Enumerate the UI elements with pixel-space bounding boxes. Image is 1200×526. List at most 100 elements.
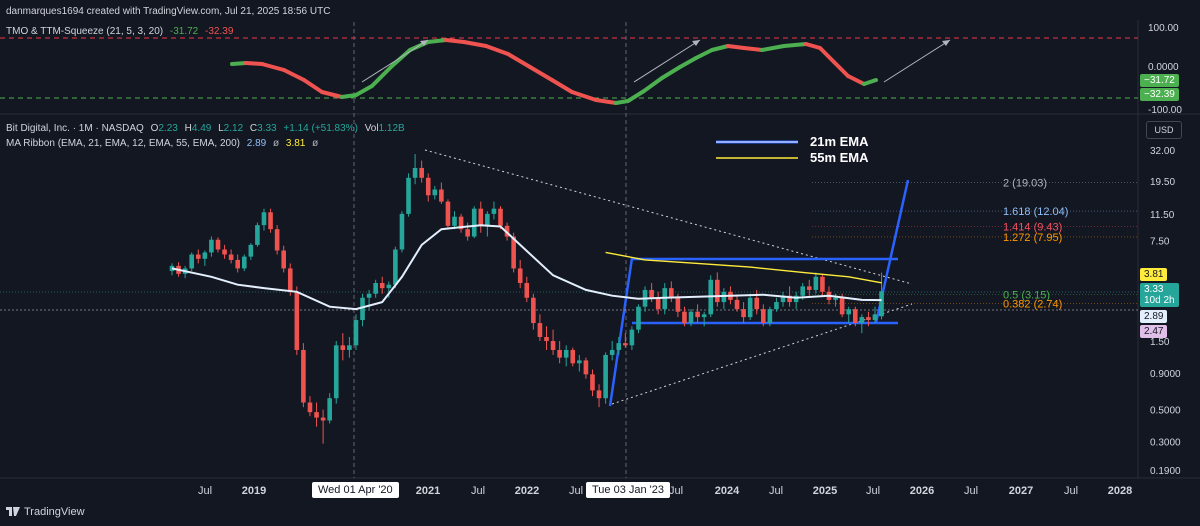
candle xyxy=(412,154,418,185)
candle xyxy=(274,225,280,255)
candle xyxy=(432,185,438,200)
candle xyxy=(294,286,300,355)
candle-body xyxy=(577,360,582,364)
indicator-wave-segment xyxy=(642,76,664,93)
candle-body xyxy=(360,297,365,321)
price-badge-last-value: 3.33 xyxy=(1144,284,1164,295)
brand-logo: TradingView xyxy=(6,506,85,518)
indicator-wave-segment xyxy=(230,61,248,66)
time-axis-ticks: Jul 2019 2021 Jul 2022 Jul Jul 2024 Jul 2025 Jul 20… xyxy=(198,485,1132,497)
time-tick: 2024 xyxy=(715,485,740,497)
candle xyxy=(590,369,595,397)
candle-body xyxy=(195,254,201,259)
candle xyxy=(616,336,622,355)
ema21-line xyxy=(171,224,882,311)
candle xyxy=(393,246,398,289)
candle xyxy=(215,237,221,253)
candle xyxy=(623,333,628,348)
candle xyxy=(261,208,267,231)
candle-body xyxy=(373,283,378,294)
price-badge-low: 2.47 xyxy=(1140,325,1168,338)
indicator-wave-segment xyxy=(426,38,448,44)
ohlc-close: C3.33 xyxy=(250,123,277,134)
indicator-wave-segment xyxy=(462,40,488,48)
candle-body xyxy=(327,398,332,421)
candle-body xyxy=(872,314,878,321)
candle-body xyxy=(852,309,858,324)
candle-body xyxy=(603,354,608,399)
ohlc-close-label: C xyxy=(249,123,258,134)
candle-body xyxy=(478,208,484,226)
arrow-1 xyxy=(361,39,429,83)
candle xyxy=(235,254,240,273)
fib-level-label: 1.272 (7.95) xyxy=(1003,232,1062,244)
indicator-wave-segment xyxy=(726,44,746,50)
candle xyxy=(793,291,799,310)
candle xyxy=(715,272,720,307)
candle xyxy=(550,329,556,355)
candle-body xyxy=(846,309,852,315)
ohlc-high-label: H xyxy=(184,123,192,134)
candle xyxy=(320,409,326,444)
fib-level-label: 0.5 (3.15) xyxy=(1003,290,1050,302)
tradingview-logo-icon xyxy=(6,507,20,516)
candle xyxy=(544,326,549,350)
candle xyxy=(695,304,700,324)
candle-body xyxy=(734,299,740,310)
candle xyxy=(406,173,411,217)
fib-level-label: 0.382 (2.74) xyxy=(1003,298,1062,310)
candle-body xyxy=(432,189,438,196)
candle xyxy=(268,208,273,233)
ohlc-open-value: 2.23 xyxy=(158,123,178,134)
legend-ema21-label: 21m EMA xyxy=(810,134,869,149)
ohlc-open-label: O xyxy=(150,123,159,134)
indicator-tick-top: 100.00 xyxy=(1148,23,1179,34)
ohlc-change: +1.14 (+51.83%) xyxy=(283,123,358,134)
currency-button[interactable]: USD xyxy=(1146,121,1182,139)
price-tick: 19.50 xyxy=(1150,177,1175,188)
candle-body xyxy=(353,320,359,346)
candle-body xyxy=(590,374,595,391)
candle-body xyxy=(596,390,602,399)
candle xyxy=(688,309,694,327)
candle xyxy=(465,222,470,241)
candle xyxy=(701,311,707,327)
indicator-wave-segment xyxy=(804,42,822,50)
candle xyxy=(852,306,858,327)
candle-body xyxy=(281,250,286,269)
candle xyxy=(379,276,385,294)
candle xyxy=(248,243,254,260)
candle xyxy=(209,236,214,257)
indicator-value-1: -31.72 xyxy=(169,26,199,37)
candle-body xyxy=(715,279,720,303)
candle-body xyxy=(301,349,306,403)
candle-body xyxy=(491,208,497,214)
candle xyxy=(636,304,641,334)
indicator-wave-segment xyxy=(302,78,324,94)
candle-body xyxy=(695,311,700,318)
candle-body xyxy=(452,216,457,226)
arrow-2-head xyxy=(692,40,700,46)
candle-body xyxy=(222,249,227,255)
candle-body xyxy=(248,244,254,257)
ribbon-header: MA Ribbon (EMA, 21, EMA, 12, EMA, 55, EM… xyxy=(6,138,322,149)
candle xyxy=(281,245,286,273)
candle-body xyxy=(379,283,385,289)
candle xyxy=(445,199,451,230)
legend-ema55-label: 55m EMA xyxy=(810,150,869,165)
indicator-wave-segment xyxy=(678,56,698,69)
candle xyxy=(360,293,365,327)
candle-body xyxy=(320,417,326,421)
candle-body xyxy=(629,329,635,346)
time-tick: 2025 xyxy=(813,485,837,497)
ohlc-low-value: 2.12 xyxy=(223,123,244,134)
price-tick: 11.50 xyxy=(1150,210,1175,221)
candle-body xyxy=(636,306,641,330)
candle xyxy=(859,314,865,334)
indicator-wave-segment xyxy=(260,62,286,72)
time-tick: Jul xyxy=(669,485,683,497)
candle-body xyxy=(563,349,569,358)
candle-body xyxy=(471,208,477,237)
candle xyxy=(741,302,746,324)
candle-body xyxy=(189,254,195,269)
